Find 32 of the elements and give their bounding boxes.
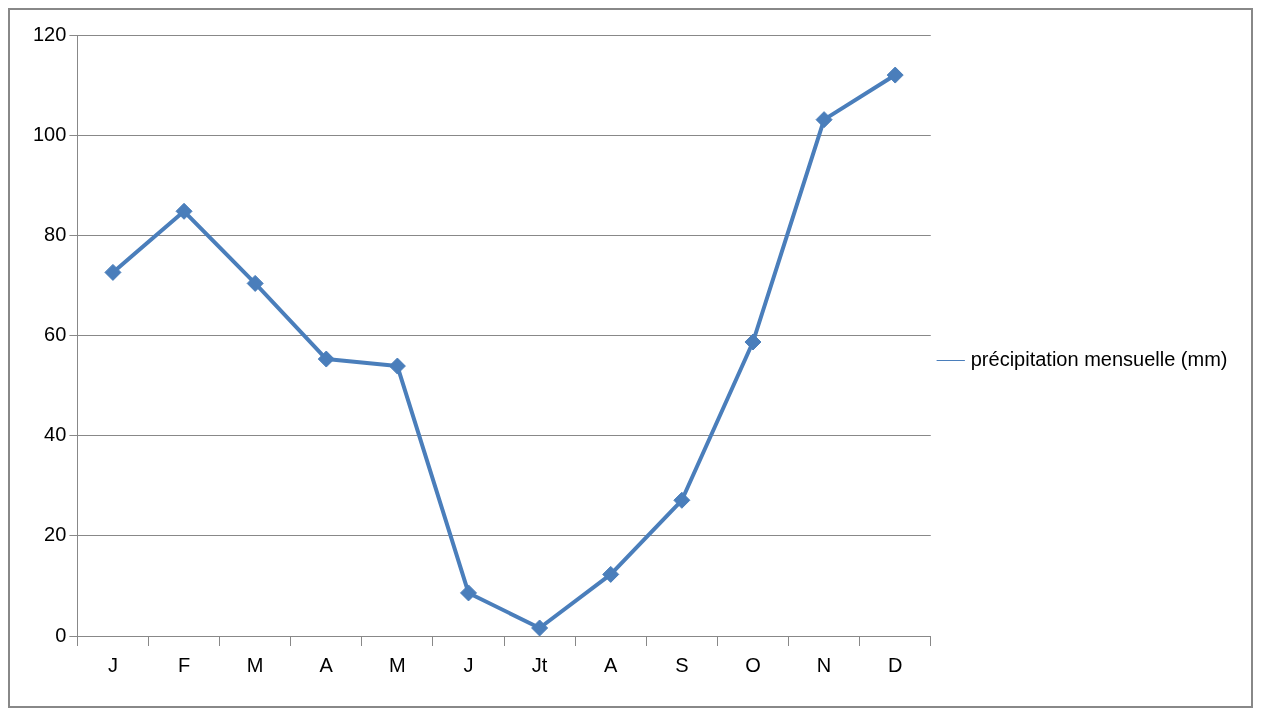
point	[815, 111, 833, 129]
x-tick-label: N	[816, 653, 832, 676]
point	[886, 66, 904, 84]
x-tick-label: D	[887, 653, 903, 676]
point	[175, 202, 193, 220]
y-tick-label: 40	[44, 423, 67, 446]
x-tick-label: M	[389, 653, 406, 676]
x-tick-label: F	[177, 653, 191, 676]
y-tick-label: 20	[44, 523, 67, 546]
x-tick-label: A	[604, 653, 619, 676]
x-tick-label: J	[107, 653, 118, 676]
y-tick-label: 60	[44, 323, 67, 346]
x-tick-label: J	[463, 653, 474, 676]
point	[460, 584, 477, 602]
y-tick-label: 100	[32, 122, 67, 145]
point	[744, 333, 762, 351]
y-tick-label: 80	[44, 222, 67, 245]
y-tick-label: 0	[55, 623, 67, 646]
x-tick-label: O	[745, 653, 761, 676]
point	[104, 263, 122, 281]
x-tick-label: Jt	[531, 653, 548, 676]
legend-label: précipitation mensuelle (mm)	[970, 348, 1228, 371]
point	[602, 565, 620, 583]
x-tick-label: A	[319, 653, 334, 676]
point	[317, 350, 335, 368]
x-tick-label: M	[246, 653, 264, 676]
point	[673, 491, 691, 509]
point	[388, 357, 406, 375]
y-tick-label: 120	[32, 22, 67, 45]
point	[531, 619, 549, 636]
point	[246, 274, 264, 292]
x-tick-label: S	[675, 653, 689, 676]
